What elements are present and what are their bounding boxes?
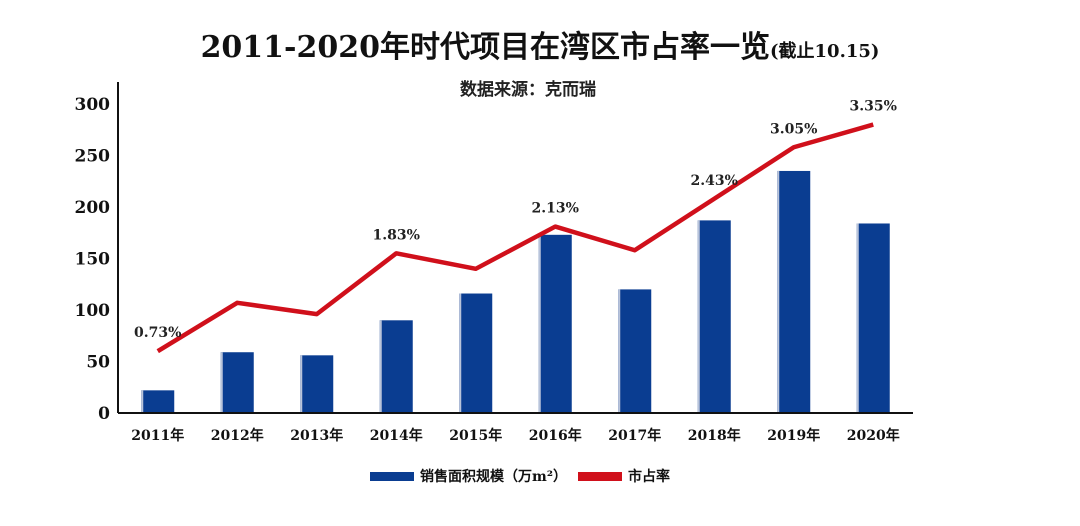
bar-8 <box>777 170 811 413</box>
y-tick-0: 0 <box>98 404 110 424</box>
bar-4 <box>459 293 493 413</box>
bar-0 <box>141 390 175 413</box>
bar-highlight-7 <box>697 220 700 413</box>
y-tick-1: 50 <box>86 353 110 373</box>
x-tick-3: 2014年 <box>370 427 423 444</box>
bar-highlight-6 <box>618 289 621 413</box>
bar-7 <box>697 220 731 413</box>
y-tick-4: 200 <box>75 198 111 218</box>
bar-highlight-9 <box>856 223 859 413</box>
chart-title-note: (截止10.15) <box>770 41 880 62</box>
bar-6 <box>618 289 652 413</box>
data-source: 数据来源：克而瑞 <box>460 79 596 100</box>
x-tick-0: 2011年 <box>131 427 184 444</box>
x-tick-5: 2016年 <box>529 427 582 444</box>
bar-1 <box>220 352 254 413</box>
x-tick-4: 2015年 <box>449 427 502 444</box>
bar-9 <box>856 223 890 413</box>
chart-title: 2011-2020年时代项目在湾区市占率一览(截止10.15) <box>0 22 1080 66</box>
bar-highlight-2 <box>300 355 303 413</box>
bar-highlight-8 <box>777 170 780 413</box>
y-tick-5: 250 <box>75 147 111 167</box>
x-tick-8: 2019年 <box>767 427 820 444</box>
bar-highlight-4 <box>459 293 462 413</box>
share-label-8: 3.05% <box>770 121 817 137</box>
share-label-7: 2.43% <box>691 173 738 189</box>
chart-title-main: 2011-2020年时代项目在湾区市占率一览 <box>200 30 771 65</box>
legend-label-line: 市占率 <box>628 468 670 485</box>
legend-swatch-bars <box>370 472 414 481</box>
bar-highlight-1 <box>220 352 223 413</box>
x-tick-1: 2012年 <box>211 427 264 444</box>
bar-5 <box>538 234 572 413</box>
bar-highlight-5 <box>538 234 541 413</box>
y-tick-3: 150 <box>75 250 111 270</box>
share-label-5: 2.13% <box>532 201 579 217</box>
share-label-3: 1.83% <box>373 227 420 243</box>
legend-swatch-line <box>578 472 622 481</box>
bar-3 <box>379 320 413 413</box>
share-label-9: 3.35% <box>850 99 897 115</box>
legend-label-bars: 销售面积规模（万m²） <box>420 468 567 485</box>
x-tick-7: 2018年 <box>688 427 741 444</box>
x-tick-9: 2020年 <box>847 427 900 444</box>
share-label-0: 0.73% <box>134 325 181 341</box>
bar-series <box>141 170 890 413</box>
x-tick-6: 2017年 <box>608 427 661 444</box>
share-line-series: 0.73% 1.83% 2.13% 2.43% 3.05% 3.35% <box>134 99 897 354</box>
bar-2 <box>300 355 334 413</box>
legend: 销售面积规模（万m²） 市占率 <box>370 468 670 485</box>
share-line <box>156 122 874 354</box>
axes: 0 50 100 150 200 250 300 2011年 2012年 2013年 2014年 20… <box>75 82 913 444</box>
x-tick-2: 2013年 <box>290 427 343 444</box>
bar-highlight-0 <box>141 390 144 413</box>
y-tick-6: 300 <box>75 95 111 115</box>
y-tick-2: 100 <box>75 301 111 321</box>
bar-highlight-3 <box>379 320 382 413</box>
